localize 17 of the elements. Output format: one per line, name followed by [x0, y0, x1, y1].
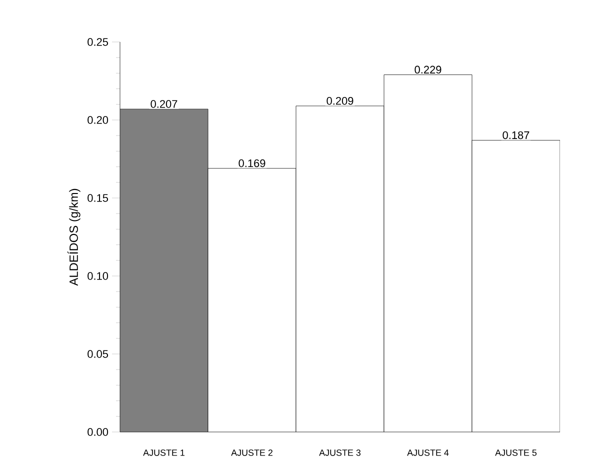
x-tick-label: AJUSTE 2 [231, 450, 272, 456]
y-tick-label: 0.00 [88, 428, 108, 436]
y-tick-label: 0.10 [88, 272, 108, 280]
y-tick-label: 0.20 [88, 116, 108, 124]
x-tick-label: AJUSTE 4 [407, 450, 449, 456]
y-tick-label: 0.05 [88, 350, 108, 358]
data-label: 0.229 [414, 66, 442, 74]
data-label: 0.207 [150, 100, 178, 108]
data-label: 0.209 [326, 97, 354, 105]
x-tick-label: AJUSTE 1 [143, 450, 184, 456]
data-label: 0.187 [502, 131, 530, 140]
y-tick-label: 0.25 [88, 38, 108, 46]
x-tick-label: AJUSTE 3 [319, 450, 361, 456]
x-tick-label: AJUSTE 5 [495, 450, 537, 456]
y-tick-label: 0.15 [88, 194, 108, 202]
y-axis-title: ALDEÍDOS (g/km) [67, 188, 80, 286]
data-label: 0.169 [238, 159, 266, 168]
